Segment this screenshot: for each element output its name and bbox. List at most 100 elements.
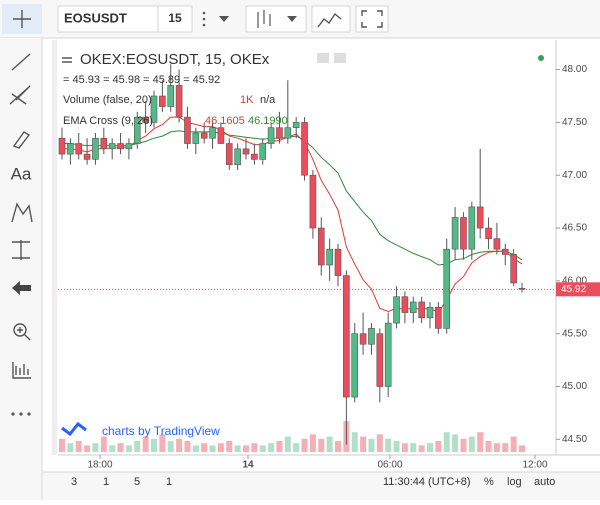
candle-body <box>209 127 216 139</box>
candle-body <box>468 206 476 250</box>
candle-body <box>343 275 350 398</box>
candle-body <box>485 227 492 239</box>
more-tools[interactable] <box>11 412 31 416</box>
volume-bar <box>410 443 417 452</box>
fib-tool[interactable] <box>9 85 31 105</box>
log-toggle[interactable]: log <box>507 476 522 488</box>
volume-bar <box>427 443 433 452</box>
candle-body <box>418 301 425 319</box>
candle-body <box>58 137 66 155</box>
candle-body <box>67 143 74 155</box>
volume-bar <box>117 443 124 452</box>
candle-body <box>393 296 400 324</box>
zoom-icon <box>17 327 31 341</box>
range-button[interactable]: 1 <box>103 476 109 488</box>
candle-body <box>92 137 99 160</box>
left-toolbar <box>0 38 42 500</box>
y-tick-label: 46.00 <box>562 276 587 287</box>
volume-bar <box>477 432 484 452</box>
settings-button[interactable] <box>317 53 329 63</box>
volume-bar <box>301 438 308 452</box>
candle-body <box>184 116 191 144</box>
clock: 11:30:44 (UTC+8) <box>383 476 471 488</box>
percent-toggle[interactable]: % <box>484 476 494 488</box>
pattern-tool[interactable] <box>11 202 33 223</box>
volume-bar <box>100 436 107 452</box>
range-button[interactable]: 5 <box>134 476 140 488</box>
indicators-icon <box>317 12 342 28</box>
volume-bar <box>176 438 183 452</box>
volume-bar <box>510 436 517 452</box>
zoom-tool[interactable] <box>13 323 27 337</box>
volume-legend: Volume (false, 20) <box>63 94 152 106</box>
volume-bar <box>75 441 82 452</box>
volume-bar <box>293 443 300 452</box>
volume-bar <box>125 445 132 452</box>
candle-body <box>301 122 308 176</box>
tradingview-logo <box>61 421 87 437</box>
candle-body <box>200 132 208 139</box>
candle-body <box>376 333 384 387</box>
volume-bar <box>243 445 249 452</box>
ema-slow-value: 46.1990 <box>248 115 288 127</box>
interval-box[interactable] <box>157 5 193 33</box>
fullscreen-button[interactable] <box>355 5 389 33</box>
candle-body <box>359 333 367 345</box>
candle-body <box>133 116 141 144</box>
volume-bar <box>351 432 358 452</box>
volume-bar <box>318 438 325 452</box>
volume-bar <box>59 438 65 452</box>
candle-icon <box>257 10 271 28</box>
candle-body <box>142 116 149 123</box>
candle-body <box>443 248 451 329</box>
candle-body <box>384 322 392 387</box>
volume-bar <box>468 436 475 452</box>
candle-body <box>267 127 275 144</box>
volume-bar <box>460 438 467 452</box>
back-tool[interactable] <box>12 281 31 295</box>
candle-body <box>292 122 300 128</box>
candle-body <box>501 248 509 255</box>
ohlc-legend: = 45.93 = 45.98 = 45.89 = 45.92 <box>63 74 220 86</box>
y-tick-label: 47.00 <box>562 170 587 181</box>
dropdown <box>287 16 297 22</box>
volume-bar <box>385 438 392 452</box>
measure-tool[interactable] <box>12 240 30 260</box>
live-dot <box>538 55 544 61</box>
text-tool[interactable]: Aa <box>11 164 32 183</box>
interval: 15 <box>168 11 182 25</box>
watermark[interactable]: charts by TradingView <box>102 424 220 438</box>
brush-tool[interactable] <box>12 131 31 149</box>
trendline-tool[interactable] <box>11 53 31 71</box>
fullscreen-icon <box>361 10 383 28</box>
volume-bar <box>142 436 149 452</box>
candle-body <box>460 217 467 250</box>
volume-bar <box>485 441 492 452</box>
volume-bar <box>368 438 375 452</box>
interval-menu[interactable] <box>202 11 229 27</box>
candle-body <box>117 143 124 150</box>
volume-bar <box>201 443 208 452</box>
volume-bar <box>209 445 216 452</box>
chart-style-button[interactable] <box>245 5 307 33</box>
volume-bar <box>251 443 258 452</box>
volume-bar <box>259 445 266 452</box>
auto-toggle[interactable]: auto <box>534 476 555 488</box>
volume-bar <box>109 445 116 452</box>
close-button[interactable] <box>334 53 346 63</box>
sidebar-handle[interactable] <box>52 40 57 455</box>
volume-bar <box>452 434 459 452</box>
volume-bar <box>401 443 408 452</box>
range-button[interactable]: 3 <box>71 476 77 488</box>
candle-body <box>276 127 283 139</box>
candle-body <box>251 153 258 160</box>
range-button[interactable]: 1 <box>166 476 172 488</box>
volume-bar <box>151 438 157 452</box>
ema-legend: EMA Cross (9, 26) <box>63 115 153 127</box>
measure-icon[interactable] <box>12 362 31 379</box>
candle-body <box>217 127 225 144</box>
candle-body <box>284 127 292 139</box>
collapse-icon[interactable] <box>62 57 72 63</box>
